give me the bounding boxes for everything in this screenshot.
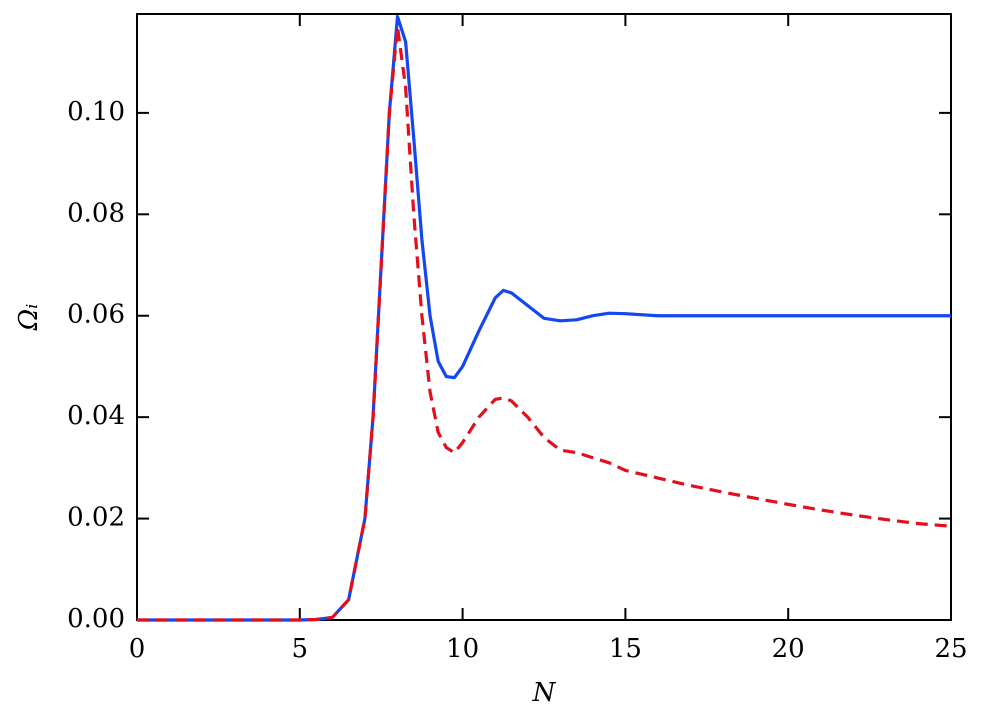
x-axis-label: N	[532, 678, 557, 708]
y-axis-label: Ωᵢ	[14, 304, 44, 332]
x-tick-label: 25	[934, 634, 967, 664]
x-tick-label: 0	[129, 634, 146, 664]
y-tick-label: 0.08	[67, 198, 125, 228]
x-tick-label: 5	[292, 634, 309, 664]
y-tick-label: 0.06	[67, 300, 125, 330]
y-tick-label: 0.00	[67, 604, 125, 634]
y-tick-label: 0.10	[67, 97, 125, 127]
y-tick-label: 0.04	[67, 401, 125, 431]
data-line	[137, 25, 952, 622]
x-tick-label: 10	[446, 634, 479, 664]
data-line	[137, 14, 951, 622]
x-tick-label: 20	[772, 634, 805, 664]
y-tick-label: 0.02	[67, 503, 125, 533]
x-tick-label: 15	[609, 634, 642, 664]
